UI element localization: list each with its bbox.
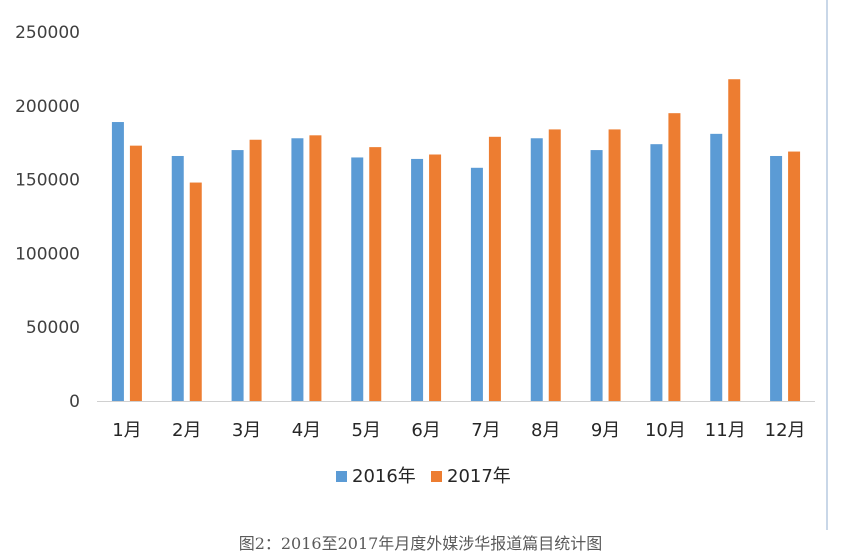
bar-2016	[470, 167, 483, 401]
bar-2017	[309, 135, 322, 401]
bar-2017	[488, 136, 501, 401]
x-tick-label: 11月	[705, 420, 746, 441]
legend-swatch	[431, 471, 442, 482]
x-tick-label: 10月	[645, 420, 686, 441]
bar-2016	[710, 133, 723, 401]
bar-2016	[590, 150, 603, 401]
bar-2016	[411, 158, 424, 401]
x-tick-label: 8月	[531, 420, 560, 441]
y-tick-label: 200000	[15, 97, 80, 117]
bar-2016	[351, 157, 364, 401]
bar-2017	[728, 79, 741, 402]
bar-2017	[788, 151, 801, 401]
bar-chart: 0 50000 100000 150000 200000 250000 1月 2月 3月 4月 5月…	[15, 23, 815, 487]
chart-caption: 图2：2016至2017年月度外媒涉华报道篇目统计图	[238, 534, 603, 553]
legend-swatch	[336, 471, 347, 482]
x-tick-label: 12月	[765, 420, 806, 441]
bar-2016	[111, 122, 124, 401]
y-tick-label: 250000	[15, 23, 80, 43]
y-tick-label: 50000	[26, 318, 80, 338]
y-tick-label: 0	[69, 392, 80, 412]
bar-2016	[291, 138, 304, 401]
bar-2016	[650, 144, 663, 401]
bar-2017	[429, 154, 442, 401]
bar-2016	[770, 155, 783, 401]
bar-2017	[369, 147, 382, 401]
frame-border	[826, 0, 828, 530]
bar-2017	[129, 145, 142, 401]
legend-label: 2017年	[447, 466, 511, 487]
bar-2017	[249, 139, 262, 402]
y-tick-label: 100000	[15, 244, 80, 264]
bar-2016	[171, 155, 184, 401]
y-tick-label: 150000	[15, 171, 80, 191]
legend-label: 2016年	[352, 466, 416, 487]
x-tick-label: 3月	[232, 420, 261, 441]
bar-2017	[608, 129, 621, 401]
x-tick-label: 4月	[292, 420, 321, 441]
x-tick-label: 5月	[352, 420, 381, 441]
x-tick-label: 9月	[591, 420, 620, 441]
x-tick-label: 7月	[471, 420, 500, 441]
bar-2017	[189, 182, 202, 401]
x-tick-label: 6月	[411, 420, 440, 441]
x-tick-label: 2月	[172, 420, 201, 441]
x-tick-label: 1月	[112, 420, 141, 441]
bar-2016	[530, 138, 543, 401]
bar-2016	[231, 150, 244, 401]
bar-2017	[668, 113, 681, 402]
bar-2017	[548, 129, 561, 401]
